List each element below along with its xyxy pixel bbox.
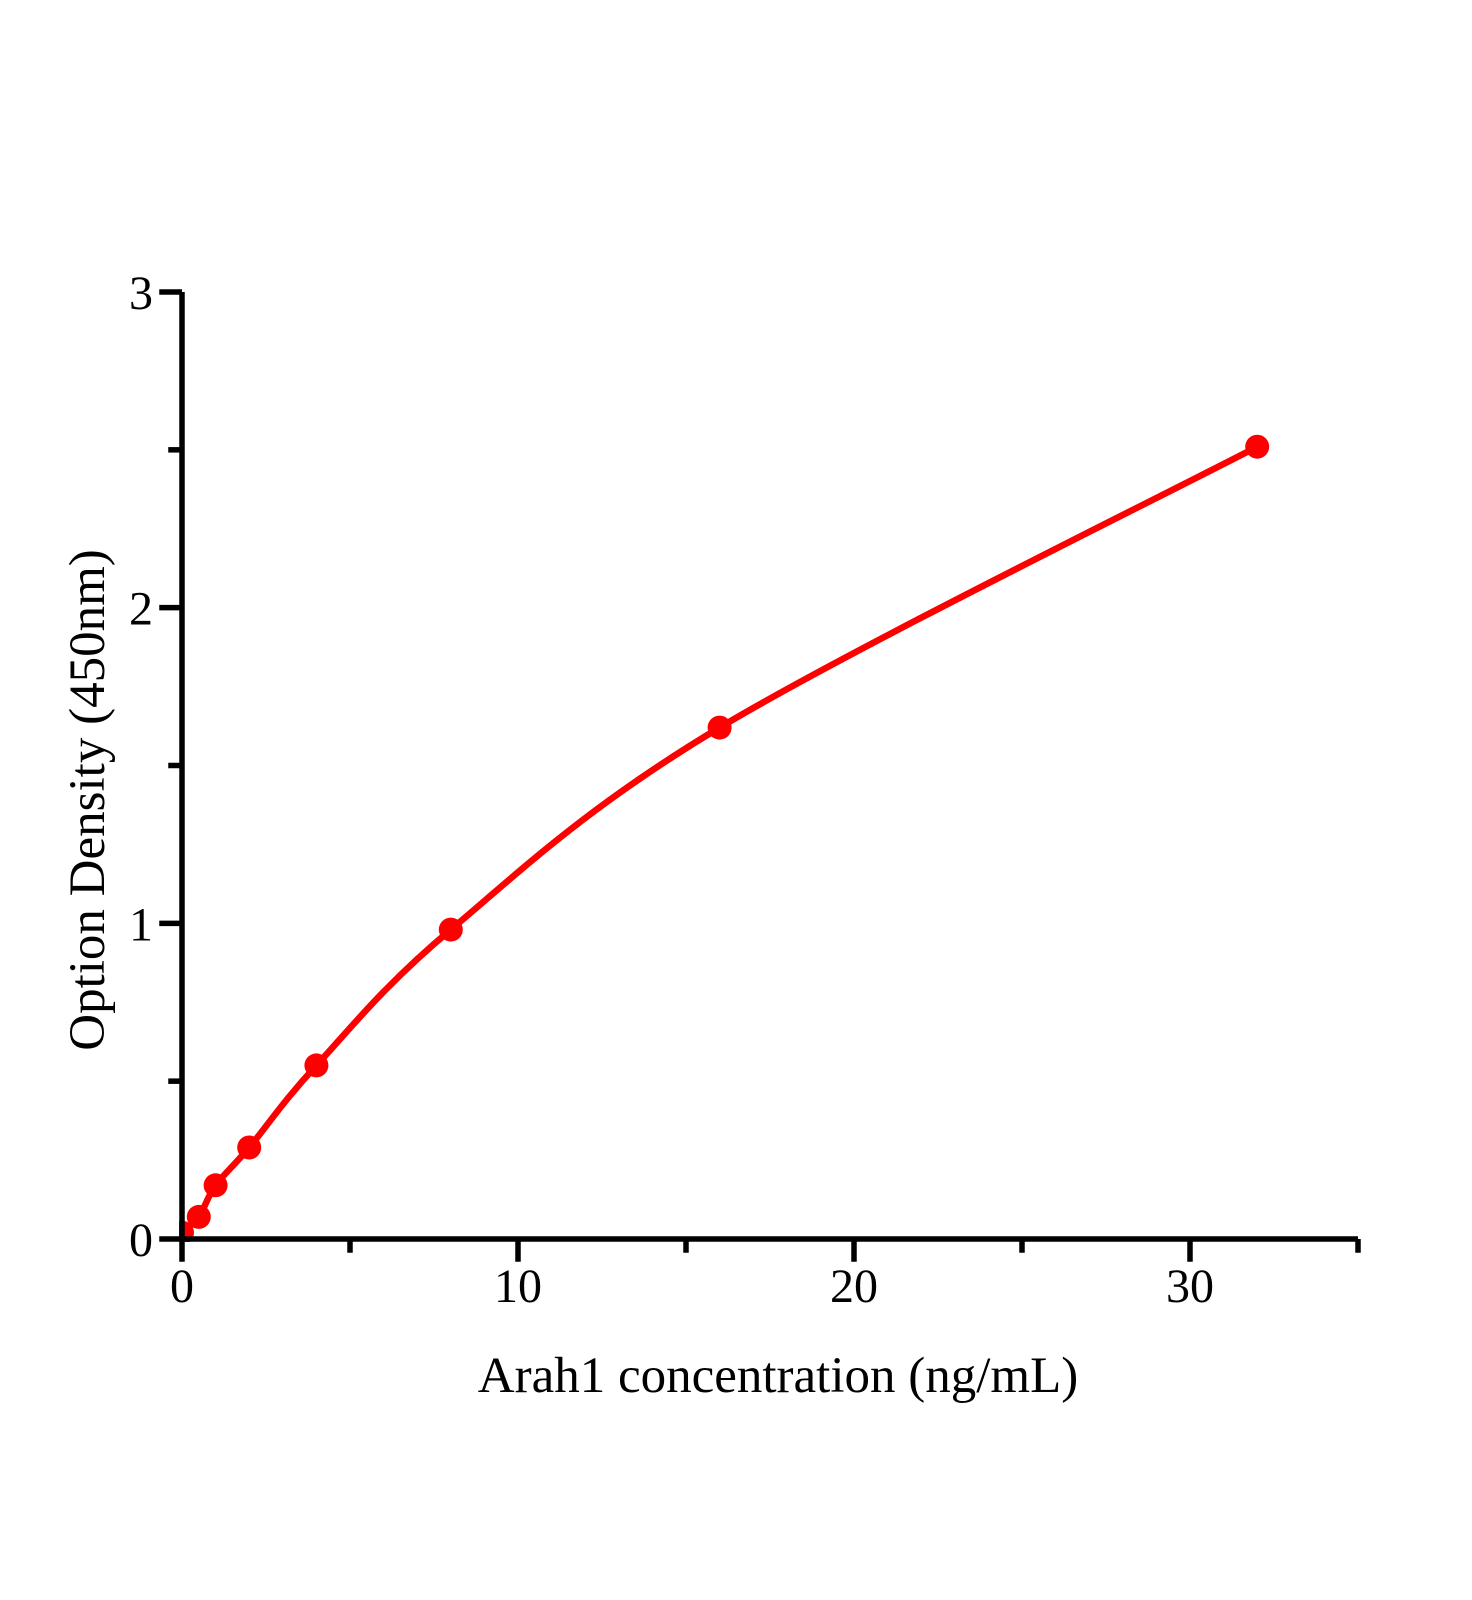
y-tick-label: 3 bbox=[129, 267, 153, 320]
data-point bbox=[304, 1053, 329, 1078]
y-tick-label: 1 bbox=[129, 898, 153, 951]
x-tick-label: 0 bbox=[170, 1260, 194, 1313]
data-point bbox=[237, 1135, 262, 1160]
plot-area: 0 10 20 30 0 1 2 3 bbox=[129, 267, 1361, 1313]
y-axis-title: Option Density (450nm) bbox=[60, 549, 116, 1050]
x-axis-title: Arah1 concentration (ng/mL) bbox=[478, 1348, 1078, 1404]
x-tick-label: 10 bbox=[494, 1260, 542, 1313]
data-point bbox=[438, 917, 463, 942]
data-point bbox=[1245, 434, 1270, 459]
x-tick-label: 30 bbox=[1166, 1260, 1214, 1313]
curve-line bbox=[179, 443, 1261, 1236]
y-tick-label: 2 bbox=[129, 583, 153, 636]
series-arah1-elisa-standard-curve bbox=[179, 434, 1270, 1242]
data-point bbox=[186, 1204, 211, 1229]
x-tick-label: 20 bbox=[830, 1260, 878, 1313]
data-point bbox=[203, 1173, 228, 1198]
y-tick-label: 0 bbox=[129, 1214, 153, 1267]
data-point bbox=[707, 715, 732, 740]
